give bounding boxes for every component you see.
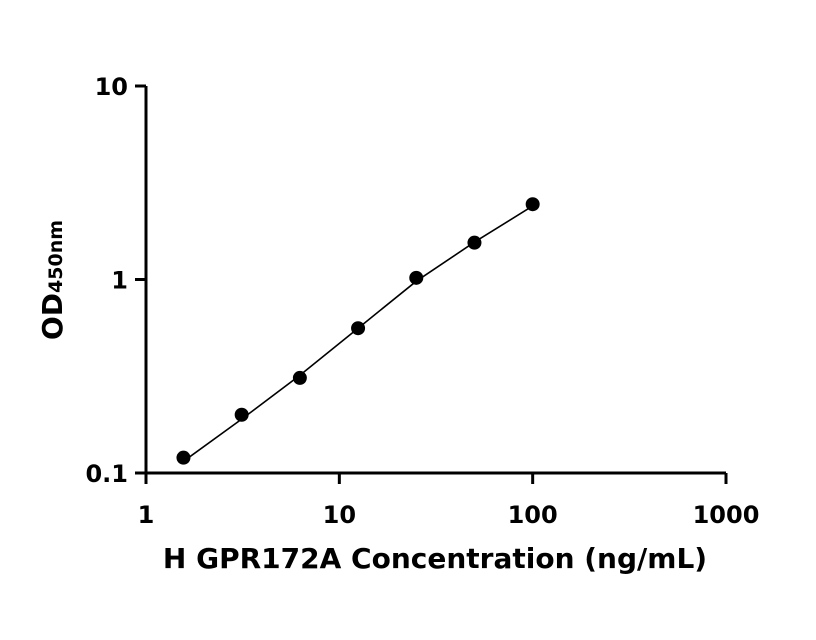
data-point xyxy=(409,270,424,285)
x-tick-label: 100 xyxy=(508,501,558,529)
y-tick-label: 10 xyxy=(95,73,128,101)
x-tick-label: 1 xyxy=(138,501,155,529)
axes xyxy=(135,84,728,484)
tick-labels: 1 10 100 1000 0.1 1 10 xyxy=(85,73,759,529)
y-tick-label: 0.1 xyxy=(85,460,128,488)
x-tick-label: 10 xyxy=(323,501,356,529)
data-point xyxy=(234,407,249,422)
y-axis-title-main: OD xyxy=(36,293,69,340)
x-tick-label: 1000 xyxy=(693,501,760,529)
data-point xyxy=(292,370,307,385)
data-points xyxy=(176,197,540,465)
data-point xyxy=(176,450,191,465)
y-tick-label: 1 xyxy=(111,267,128,295)
data-point xyxy=(525,197,540,212)
data-point xyxy=(351,321,366,336)
y-axis-title: OD450nm xyxy=(36,220,69,340)
y-axis-title-subscript: 450nm xyxy=(45,220,67,293)
x-axis-title: H GPR172A Concentration (ng/mL) xyxy=(163,542,707,575)
data-point xyxy=(467,235,482,250)
